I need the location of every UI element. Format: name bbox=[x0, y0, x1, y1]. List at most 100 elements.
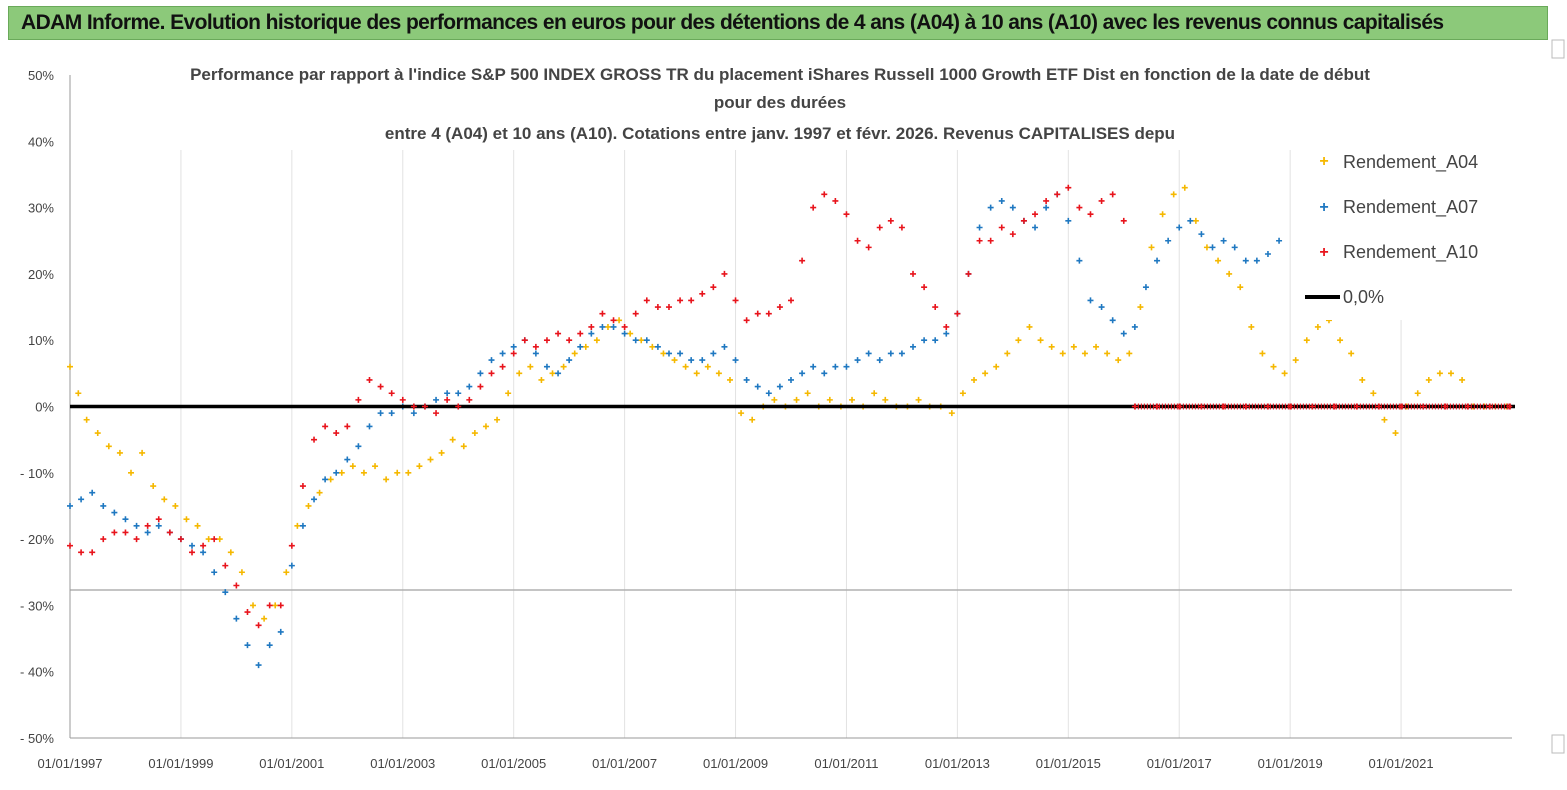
data-point bbox=[1176, 224, 1183, 231]
data-point bbox=[377, 410, 384, 417]
data-point bbox=[976, 237, 983, 244]
data-point bbox=[1104, 350, 1111, 357]
data-point bbox=[1070, 343, 1077, 350]
data-point bbox=[1248, 323, 1255, 330]
data-point bbox=[200, 549, 207, 556]
legend-label-a07: Rendement_A07 bbox=[1343, 197, 1478, 218]
data-point bbox=[1215, 257, 1222, 264]
data-point bbox=[122, 529, 129, 536]
data-point bbox=[865, 350, 872, 357]
y-tick-label: 10% bbox=[28, 333, 54, 348]
data-point bbox=[89, 489, 96, 496]
data-point bbox=[932, 337, 939, 344]
data-point bbox=[177, 536, 184, 543]
data-point bbox=[455, 390, 462, 397]
data-point bbox=[793, 396, 800, 403]
data-point bbox=[821, 191, 828, 198]
series-rendement-a04 bbox=[67, 184, 1510, 622]
y-tick-label: 0% bbox=[35, 400, 54, 415]
data-point bbox=[266, 642, 273, 649]
series-points bbox=[67, 184, 1510, 669]
data-point bbox=[144, 529, 151, 536]
data-point bbox=[538, 376, 545, 383]
data-point bbox=[1059, 350, 1066, 357]
data-point bbox=[433, 396, 440, 403]
data-point bbox=[161, 496, 168, 503]
data-point bbox=[355, 396, 362, 403]
data-point bbox=[1054, 191, 1061, 198]
data-point bbox=[244, 609, 251, 616]
data-point bbox=[211, 569, 218, 576]
data-point bbox=[843, 211, 850, 218]
chart-title: Performance par rapport à l'indice S&P 5… bbox=[180, 60, 1380, 148]
series-rendement-a07 bbox=[67, 191, 1283, 669]
data-point bbox=[444, 396, 451, 403]
data-point bbox=[571, 350, 578, 357]
data-point bbox=[1043, 204, 1050, 211]
y-tick-label: - 10% bbox=[20, 466, 54, 481]
data-point bbox=[1043, 197, 1050, 204]
data-point bbox=[1115, 357, 1122, 364]
data-point bbox=[255, 662, 262, 669]
data-point bbox=[1459, 376, 1466, 383]
data-point bbox=[721, 270, 728, 277]
y-tick-label: - 50% bbox=[20, 731, 54, 746]
data-point bbox=[1076, 257, 1083, 264]
data-point bbox=[982, 370, 989, 377]
x-tick-label: 01/01/2011 bbox=[814, 756, 878, 771]
data-point bbox=[754, 383, 761, 390]
data-point bbox=[1120, 217, 1127, 224]
data-point bbox=[738, 410, 745, 417]
data-point bbox=[1220, 237, 1227, 244]
data-point bbox=[1192, 217, 1199, 224]
data-point bbox=[255, 622, 262, 629]
y-tick-label: 40% bbox=[28, 134, 54, 149]
data-point bbox=[510, 350, 517, 357]
data-point bbox=[288, 562, 295, 569]
data-point bbox=[277, 602, 284, 609]
data-point bbox=[1032, 211, 1039, 218]
data-point bbox=[1237, 284, 1244, 291]
data-point bbox=[1292, 357, 1299, 364]
data-point bbox=[1165, 237, 1172, 244]
data-point bbox=[616, 317, 623, 324]
data-point bbox=[1098, 304, 1105, 311]
data-point bbox=[971, 376, 978, 383]
data-point bbox=[1159, 211, 1166, 218]
x-tick-label: 01/01/2021 bbox=[1369, 756, 1434, 771]
data-point bbox=[338, 469, 345, 476]
data-point bbox=[1009, 231, 1016, 238]
data-point bbox=[1109, 317, 1116, 324]
y-tick-label: - 40% bbox=[20, 665, 54, 680]
data-point bbox=[804, 390, 811, 397]
x-tick-label: 01/01/2005 bbox=[481, 756, 546, 771]
data-point bbox=[155, 516, 162, 523]
data-point bbox=[998, 224, 1005, 231]
data-point bbox=[910, 343, 917, 350]
data-point bbox=[510, 343, 517, 350]
data-point bbox=[993, 363, 1000, 370]
data-point bbox=[349, 463, 356, 470]
data-point bbox=[311, 436, 318, 443]
data-point bbox=[1087, 297, 1094, 304]
data-point bbox=[122, 516, 129, 523]
data-point bbox=[327, 476, 334, 483]
data-point bbox=[1048, 343, 1055, 350]
data-point bbox=[632, 337, 639, 344]
legend-label-zero-line: 0,0% bbox=[1343, 287, 1384, 307]
data-point bbox=[610, 323, 617, 330]
data-point bbox=[111, 529, 118, 536]
data-point bbox=[704, 363, 711, 370]
data-point bbox=[754, 310, 761, 317]
data-point bbox=[1303, 337, 1310, 344]
data-point bbox=[743, 317, 750, 324]
data-point bbox=[183, 516, 190, 523]
data-point bbox=[333, 469, 340, 476]
data-point bbox=[1231, 244, 1238, 251]
data-point bbox=[638, 337, 645, 344]
x-tick-label: 01/01/2015 bbox=[1036, 756, 1101, 771]
data-point bbox=[1187, 217, 1194, 224]
data-point bbox=[211, 536, 218, 543]
x-tick-label: 01/01/1997 bbox=[37, 756, 102, 771]
